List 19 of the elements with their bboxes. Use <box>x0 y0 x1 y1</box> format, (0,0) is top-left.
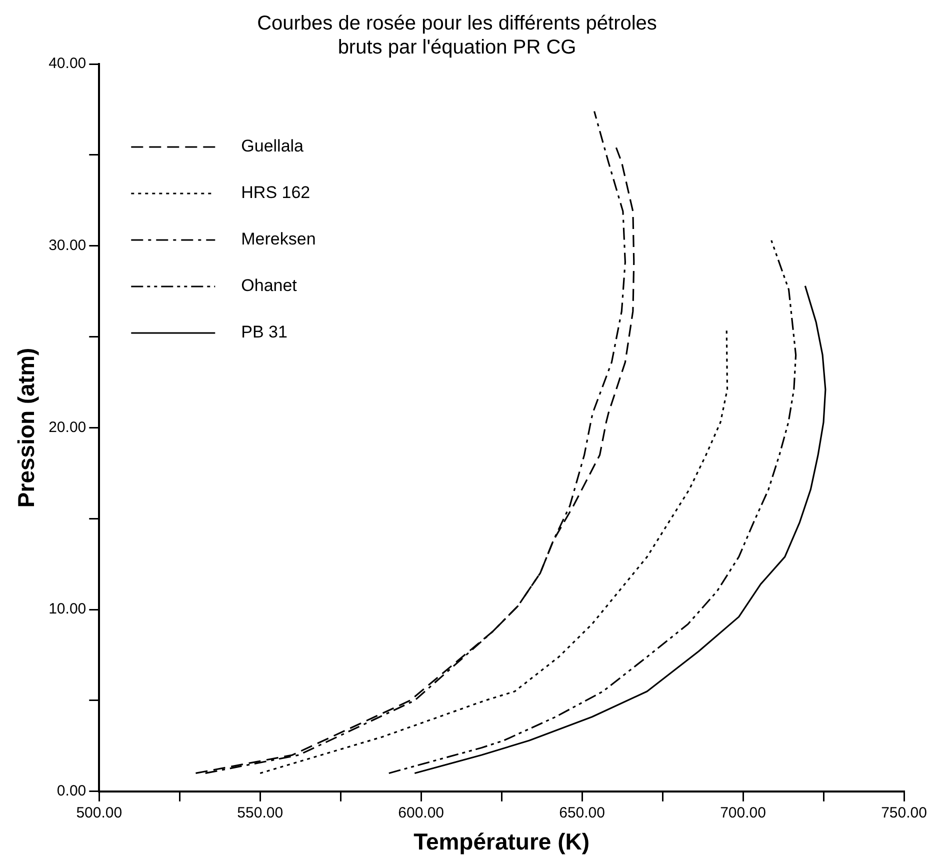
y-axis-title: Pression (atm) <box>13 348 40 508</box>
x-tick-label: 550.00 <box>237 804 284 822</box>
x-tick-label: 600.00 <box>398 804 444 822</box>
y-tick-label: 10.00 <box>48 600 86 618</box>
y-tick-label: 40.00 <box>48 55 86 72</box>
y-tick-label: 20.00 <box>48 418 86 436</box>
legend-label: Guellala <box>241 136 304 156</box>
legend-label: Ohanet <box>241 276 298 296</box>
y-tick-label: 0.00 <box>56 782 86 800</box>
x-tick-label: 500.00 <box>76 804 122 822</box>
x-axis-title: Température (K) <box>414 828 590 855</box>
x-tick-label: 750.00 <box>881 804 927 822</box>
legend-label: PB 31 <box>241 322 288 342</box>
y-tick-label: 30.00 <box>48 236 86 254</box>
x-tick-label: 700.00 <box>720 804 766 822</box>
legend-label: Mereksen <box>241 230 316 249</box>
x-tick-label: 650.00 <box>559 804 605 822</box>
chart-title: Courbes de rosée pour les différents pétroles bruts par l'équation PR CG <box>257 12 657 59</box>
legend-label: HRS 162 <box>241 183 310 202</box>
